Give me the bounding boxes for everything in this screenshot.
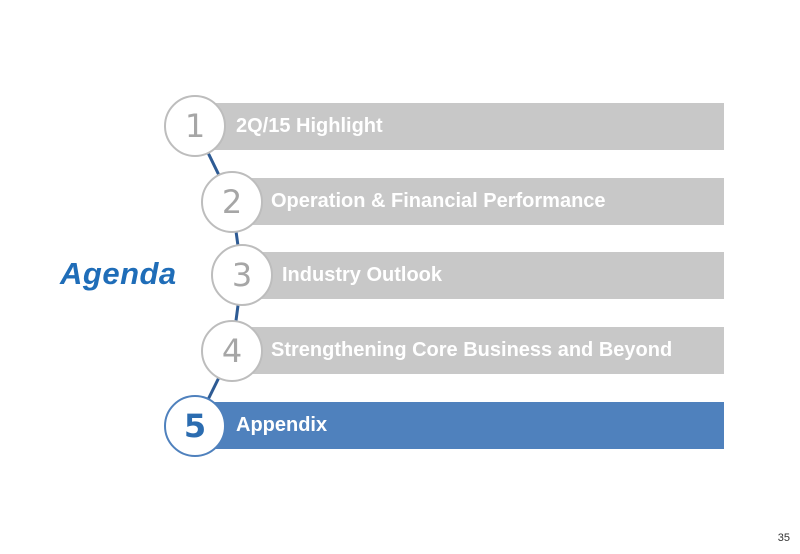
agenda-item-5-number: 5 <box>164 395 226 457</box>
page-title: Agenda <box>60 256 177 291</box>
agenda-item-3-number: 3 <box>211 244 273 306</box>
agenda-item-5-bar: Appendix <box>205 402 724 449</box>
agenda-item-4-bar: Strengthening Core Business and Beyond <box>242 327 724 374</box>
agenda-item-1-number: 1 <box>164 95 226 157</box>
agenda-item-4-number: 4 <box>201 320 263 382</box>
agenda-item-1-label: 2Q/15 Highlight <box>236 115 383 137</box>
agenda-item-1-bar: 2Q/15 Highlight <box>205 103 724 150</box>
agenda-item-2-bar: Operation & Financial Performance <box>242 178 724 225</box>
agenda-item-4-label: Strengthening Core Business and Beyond <box>271 339 673 361</box>
page-number: 35 <box>777 532 790 544</box>
agenda-item-3-label: Industry Outlook <box>282 264 442 286</box>
agenda-item-2-number: 2 <box>201 171 263 233</box>
agenda-item-2-label: Operation & Financial Performance <box>271 190 606 212</box>
agenda-item-3-bar: Industry Outlook <box>252 252 724 299</box>
agenda-item-5-label: Appendix <box>236 414 328 436</box>
